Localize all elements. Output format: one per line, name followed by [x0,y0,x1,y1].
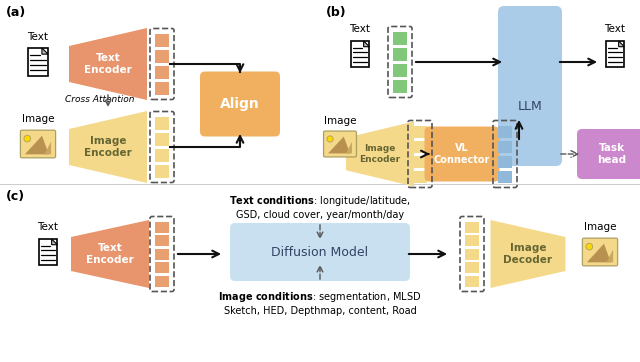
Bar [155,222,169,232]
Bar [155,50,169,63]
Polygon shape [69,28,147,100]
Bar [498,140,512,152]
Bar [155,117,169,130]
Text: Cross Attention: Cross Attention [65,96,135,105]
Polygon shape [619,41,625,47]
FancyBboxPatch shape [577,129,640,179]
Text: Image
Encoder: Image Encoder [84,136,132,158]
Bar [155,81,169,94]
Bar [498,156,512,168]
Polygon shape [346,122,414,186]
Text: $\mathbf{Text\ conditions}$: longitude/latitude,
GSD, cloud cover, year/month/da: $\mathbf{Text\ conditions}$: longitude/l… [229,194,411,220]
Bar [155,262,169,273]
Bar [465,262,479,273]
Bar [413,156,427,168]
Text: Text
Encoder: Text Encoder [86,243,134,265]
FancyBboxPatch shape [20,130,56,158]
FancyBboxPatch shape [324,131,356,157]
FancyBboxPatch shape [498,6,562,166]
Text: Align: Align [220,97,260,111]
Text: LLM: LLM [518,101,542,114]
Text: Image
Encoder: Image Encoder [360,144,401,164]
FancyBboxPatch shape [230,223,410,281]
Bar [155,132,169,146]
Bar [38,239,58,265]
Bar [498,126,512,138]
Bar [393,47,407,60]
Polygon shape [69,111,147,183]
Polygon shape [346,142,352,153]
Circle shape [586,243,593,250]
Bar [465,275,479,286]
Bar [413,140,427,152]
Text: Task
head: Task head [597,143,627,165]
Polygon shape [490,220,566,288]
Polygon shape [328,136,350,153]
Bar [155,34,169,46]
Bar [393,80,407,93]
Bar [465,235,479,246]
Polygon shape [587,244,611,262]
Polygon shape [42,48,48,54]
Circle shape [24,135,31,142]
Bar [393,63,407,76]
Polygon shape [52,239,58,245]
Polygon shape [71,220,149,288]
Bar [155,275,169,286]
Bar [155,148,169,161]
Text: Text: Text [605,24,625,34]
Bar [155,235,169,246]
Text: Image: Image [584,222,616,232]
Text: (c): (c) [6,190,25,203]
FancyBboxPatch shape [424,126,499,181]
Bar [498,171,512,182]
Bar [155,248,169,260]
Text: (a): (a) [6,6,26,19]
Text: (b): (b) [326,6,347,19]
Bar [28,48,48,76]
Circle shape [327,136,333,142]
Text: VL
Connector: VL Connector [434,143,490,165]
Bar [605,41,625,67]
Text: Text: Text [38,222,58,232]
Polygon shape [364,41,369,47]
Polygon shape [607,249,613,262]
Bar [155,66,169,79]
Bar [155,164,169,177]
FancyBboxPatch shape [582,238,618,266]
Polygon shape [25,136,49,154]
Bar [413,171,427,182]
Text: Text
Encoder: Text Encoder [84,53,132,75]
Text: Text: Text [349,24,371,34]
Bar [393,31,407,45]
FancyBboxPatch shape [200,72,280,136]
Text: $\mathbf{Image\ conditions}$: segmentation, MLSD
Sketch, HED, Depthmap, content,: $\mathbf{Image\ conditions}$: segmentati… [218,290,422,316]
Bar [413,126,427,138]
Polygon shape [44,142,51,154]
Bar [465,222,479,232]
Text: Image: Image [324,116,356,126]
Text: Text: Text [28,32,49,42]
Text: Diffusion Model: Diffusion Model [271,245,369,258]
Text: Image: Image [22,114,54,124]
Bar [351,41,369,67]
Bar [465,248,479,260]
Text: Image
Decoder: Image Decoder [504,243,552,265]
